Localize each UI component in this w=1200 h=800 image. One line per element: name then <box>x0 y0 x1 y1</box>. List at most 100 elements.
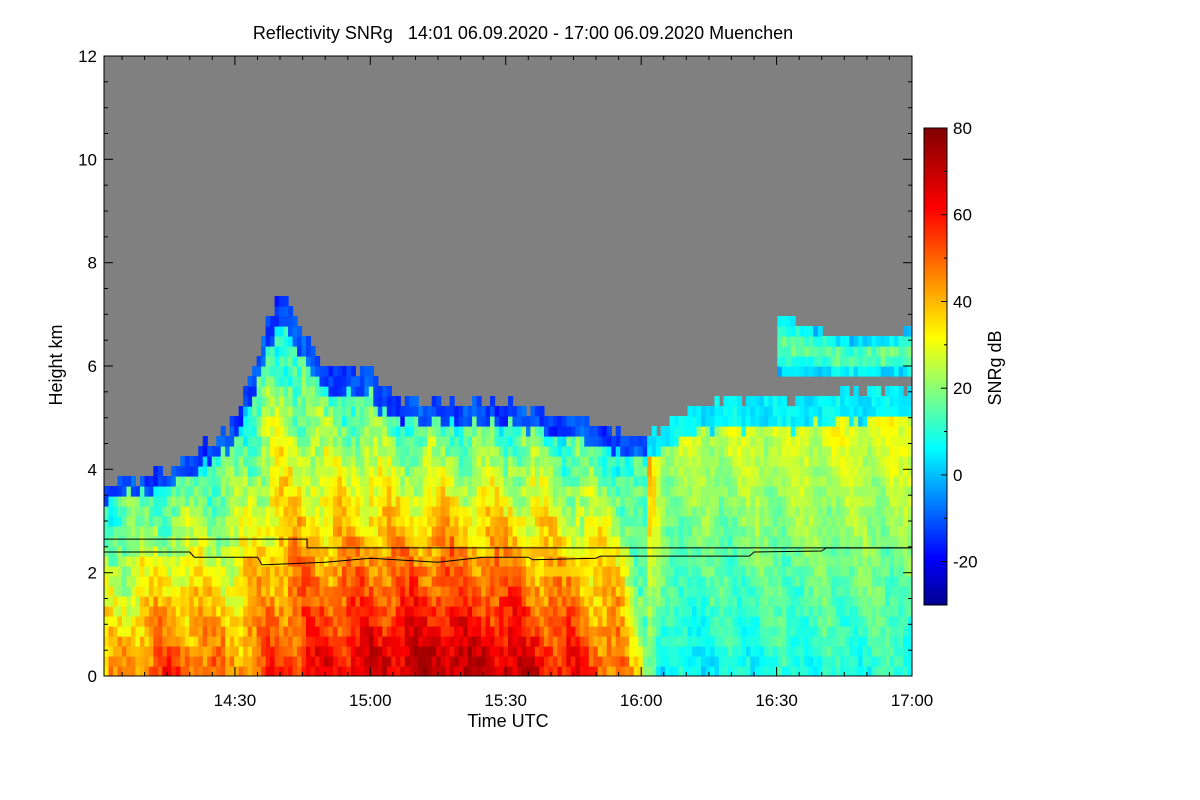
heatmap-cell <box>310 646 316 657</box>
heatmap-cell <box>274 326 280 337</box>
heatmap-cell <box>225 656 231 667</box>
heatmap-cell <box>508 436 514 447</box>
heatmap-cell <box>247 476 253 487</box>
heatmap-cell <box>328 656 334 667</box>
heatmap-cell <box>656 606 662 617</box>
heatmap-cell <box>584 646 590 657</box>
heatmap-cell <box>436 406 442 417</box>
heatmap-cell <box>575 576 581 587</box>
heatmap-cell <box>328 426 334 437</box>
heatmap-cell <box>759 466 765 477</box>
heatmap-cell <box>849 486 855 497</box>
heatmap-cell <box>831 656 837 667</box>
heatmap-cell <box>561 556 567 567</box>
heatmap-cell <box>777 526 783 537</box>
heatmap-cell <box>297 466 303 477</box>
heatmap-cell <box>575 656 581 667</box>
heatmap-cell <box>534 496 541 507</box>
heatmap-cell <box>633 476 639 487</box>
heatmap-cell <box>350 606 356 617</box>
heatmap-cell <box>615 656 621 667</box>
heatmap-cell <box>332 526 339 537</box>
heatmap-cell <box>808 356 814 367</box>
heatmap-cell <box>880 526 886 537</box>
heatmap-cell <box>485 446 491 457</box>
heatmap-cell <box>355 586 361 597</box>
heatmap-cell <box>261 406 267 417</box>
heatmap-cell <box>288 306 294 317</box>
heatmap-cell <box>799 586 805 597</box>
heatmap-cell <box>552 486 558 497</box>
heatmap-cell <box>804 606 810 617</box>
heatmap-cell <box>763 646 769 657</box>
heatmap-cell <box>508 476 514 487</box>
heatmap-cell <box>557 666 563 676</box>
heatmap-cell <box>153 546 159 557</box>
heatmap-cell <box>772 616 778 627</box>
heatmap-cell <box>512 496 518 507</box>
heatmap-cell <box>135 566 141 577</box>
heatmap-cell <box>678 466 684 477</box>
heatmap-cell <box>597 456 603 467</box>
heatmap-cell <box>831 506 837 517</box>
heatmap-cell <box>216 626 222 637</box>
heatmap-cell <box>642 576 648 587</box>
heatmap-cell <box>288 526 294 537</box>
heatmap-cell <box>364 366 370 377</box>
heatmap-cell <box>126 576 132 587</box>
heatmap-cell <box>624 646 630 657</box>
heatmap-cell <box>485 666 491 676</box>
heatmap-cell <box>323 436 330 447</box>
heatmap-cell <box>395 436 401 447</box>
heatmap-cell <box>530 626 536 637</box>
heatmap-cell <box>508 446 514 457</box>
heatmap-cell <box>225 616 231 627</box>
heatmap-cell <box>162 656 168 667</box>
heatmap-cell <box>310 616 316 627</box>
heatmap-cell <box>656 576 662 587</box>
heatmap-cell <box>234 486 240 497</box>
heatmap-cell <box>701 646 707 657</box>
heatmap-cell <box>903 356 909 367</box>
heatmap-cell <box>754 426 760 437</box>
heatmap-cell <box>741 446 747 457</box>
heatmap-cell <box>876 656 882 667</box>
heatmap-cell <box>813 656 819 667</box>
heatmap-cell <box>826 336 832 347</box>
heatmap-cell <box>247 396 253 407</box>
heatmap-cell <box>534 616 541 627</box>
heatmap-cell <box>561 476 567 487</box>
heatmap-cell <box>512 606 518 617</box>
heatmap-cell <box>364 426 370 437</box>
heatmap-cell <box>597 666 603 676</box>
heatmap-cell <box>831 476 837 487</box>
heatmap-cell <box>153 466 159 477</box>
heatmap-cell <box>575 436 581 447</box>
heatmap-cell <box>355 506 361 517</box>
heatmap-cell <box>813 366 819 377</box>
heatmap-cell <box>373 646 379 657</box>
heatmap-cell <box>323 586 330 597</box>
heatmap-cell <box>337 526 343 537</box>
heatmap-cell <box>193 466 199 477</box>
heatmap-cell <box>534 556 541 567</box>
heatmap-cell <box>314 586 321 597</box>
heatmap-cell <box>822 516 828 527</box>
heatmap-cell <box>732 476 738 487</box>
heatmap-cell <box>768 516 774 527</box>
heatmap-cell <box>341 586 347 597</box>
heatmap-cell <box>247 466 253 477</box>
heatmap-cell <box>148 656 154 667</box>
heatmap-cell <box>579 556 585 567</box>
heatmap-cell <box>871 486 877 497</box>
heatmap-cell <box>283 496 289 507</box>
heatmap-cell <box>198 466 204 477</box>
heatmap-cell <box>894 596 900 607</box>
heatmap-cell <box>252 656 258 667</box>
heatmap-cell <box>211 566 217 577</box>
heatmap-cell <box>427 536 433 547</box>
heatmap-cell <box>427 606 433 617</box>
heatmap-cell <box>835 496 841 507</box>
heatmap-cell <box>395 516 401 527</box>
heatmap-cell <box>678 536 684 547</box>
